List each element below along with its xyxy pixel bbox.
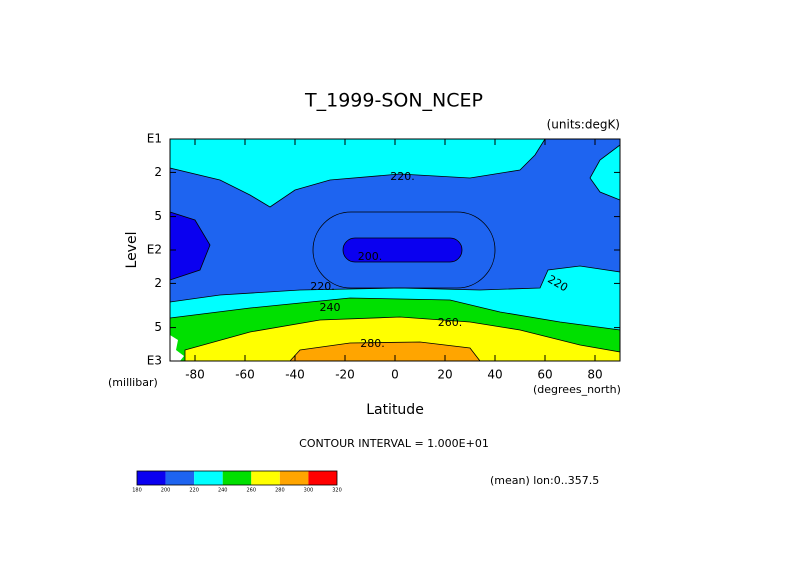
colorbar-label: 200 xyxy=(161,488,171,494)
colorbar-label: 220 xyxy=(189,488,199,494)
y-tick-label: 5 xyxy=(154,320,162,334)
colorbar-label: 260 xyxy=(247,488,257,494)
y-tick-label: E3 xyxy=(147,354,162,368)
x-axis-label: Latitude xyxy=(366,402,424,418)
band-fill xyxy=(169,138,546,208)
x-tick-label: 0 xyxy=(391,368,399,382)
y-tick-label: E2 xyxy=(147,243,162,257)
colorbar-label: 320 xyxy=(332,488,342,494)
colorbar-label: 180 xyxy=(132,488,142,494)
x-tick-label: -20 xyxy=(335,368,355,382)
x-tick-label: -40 xyxy=(285,368,305,382)
x-units: (degrees_north) xyxy=(533,383,621,396)
colorbar-label: 280 xyxy=(275,488,285,494)
colorbar-swatch xyxy=(222,471,252,485)
contour-label: 220. xyxy=(390,170,415,183)
contour-label: 260. xyxy=(438,316,463,329)
note: (mean) lon:0..357.5 xyxy=(490,474,599,487)
contour-label: 200. xyxy=(358,250,383,263)
y-tick-label: 2 xyxy=(154,165,162,179)
colorbar-frame xyxy=(136,470,338,486)
contour-label: 220. xyxy=(310,280,335,293)
x-tick-label: 60 xyxy=(537,368,552,382)
y-tick-label: 2 xyxy=(154,276,162,290)
y-units: (millibar) xyxy=(108,376,158,389)
colorbar-swatch xyxy=(194,471,223,485)
units: (units:degK) xyxy=(547,118,620,132)
contour-label: 240 xyxy=(320,301,341,314)
x-tick-label: 80 xyxy=(587,368,602,382)
missing-data xyxy=(170,335,184,361)
colorbar-swatch xyxy=(137,471,166,485)
x-tick-label: -80 xyxy=(185,368,205,382)
colorbar-label: 300 xyxy=(304,488,314,494)
y-tick-label: E1 xyxy=(147,132,162,146)
colorbar-swatch xyxy=(279,471,309,485)
x-tick-label: 40 xyxy=(487,368,502,382)
contour-label: 280. xyxy=(360,337,385,350)
contour-interval: CONTOUR INTERVAL = 1.000E+01 xyxy=(299,437,489,450)
colorbar-swatch xyxy=(251,471,280,485)
colorbar-label: 240 xyxy=(218,488,228,494)
colorbar-swatch xyxy=(165,471,195,485)
chart-title: T_1999-SON_NCEP xyxy=(304,90,483,112)
colorbar-swatch xyxy=(308,471,337,485)
x-tick-label: 20 xyxy=(437,368,452,382)
y-axis-label: Level xyxy=(124,232,140,269)
plot-area xyxy=(169,138,621,362)
y-tick-label: 5 xyxy=(154,209,162,223)
band-fill xyxy=(342,237,463,263)
x-tick-label: -60 xyxy=(235,368,255,382)
